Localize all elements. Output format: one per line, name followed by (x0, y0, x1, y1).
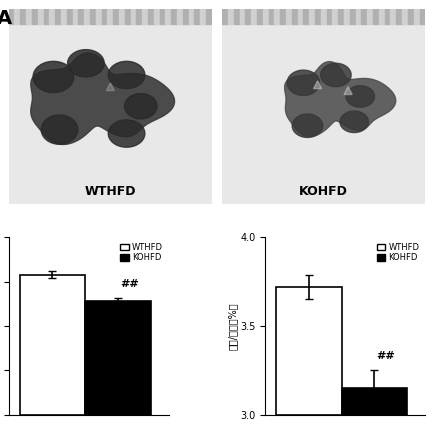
Bar (9, 9, 14, 24)
Bar (38, 9, 43, 24)
Bar (332, 9, 338, 24)
Bar (408, 9, 414, 24)
Bar (201, 9, 206, 24)
Bar (79, 9, 84, 24)
Bar (194, 9, 201, 24)
Bar (55, 9, 61, 24)
Bar (189, 9, 194, 24)
Polygon shape (313, 81, 322, 89)
Bar (245, 9, 251, 24)
Bar (84, 9, 90, 24)
Bar (228, 9, 233, 24)
Polygon shape (106, 83, 115, 91)
Bar (96, 9, 102, 24)
Bar (102, 9, 107, 24)
Polygon shape (31, 53, 174, 144)
Bar (292, 9, 298, 24)
Polygon shape (108, 120, 145, 147)
Bar (362, 9, 367, 24)
Bar (171, 9, 177, 24)
Bar (206, 9, 212, 24)
Bar (113, 9, 119, 24)
Legend: WTHFD, KOHFD: WTHFD, KOHFD (375, 241, 421, 264)
Bar (379, 9, 385, 24)
Bar (26, 9, 32, 24)
Polygon shape (285, 62, 396, 137)
Bar (142, 9, 148, 24)
Polygon shape (287, 70, 319, 95)
Bar (43, 9, 49, 24)
Bar (391, 9, 396, 24)
Bar (119, 9, 125, 24)
Bar (338, 9, 344, 24)
Bar (183, 9, 189, 24)
Bar (165, 9, 171, 24)
Bar (67, 9, 72, 24)
Y-axis label: 肝重/体重（%）: 肝重/体重（%） (227, 302, 237, 350)
Bar (177, 9, 183, 24)
Legend: WTHFD, KOHFD: WTHFD, KOHFD (119, 241, 165, 264)
Bar (402, 9, 408, 24)
Polygon shape (346, 86, 375, 107)
Bar (280, 9, 286, 24)
Bar (32, 9, 38, 24)
Polygon shape (68, 50, 104, 77)
Polygon shape (344, 87, 352, 95)
Bar (125, 9, 131, 24)
Bar (344, 9, 350, 24)
Polygon shape (125, 94, 157, 119)
Polygon shape (292, 114, 323, 137)
Polygon shape (33, 61, 74, 92)
Bar (396, 9, 402, 24)
Text: WTHFD: WTHFD (85, 185, 136, 198)
Bar (373, 9, 379, 24)
Bar (90, 9, 96, 24)
Bar (321, 9, 327, 24)
Bar (350, 9, 355, 24)
Bar (263, 9, 269, 24)
Bar (269, 9, 274, 24)
Bar (233, 9, 240, 24)
Bar (309, 9, 315, 24)
Bar (61, 9, 67, 24)
Bar (414, 9, 420, 24)
Bar (303, 9, 309, 24)
Text: KOHFD: KOHFD (299, 185, 348, 198)
Bar (274, 9, 280, 24)
Polygon shape (41, 115, 78, 144)
Bar (251, 9, 257, 24)
Text: A: A (0, 9, 12, 28)
Bar (14, 9, 20, 24)
Bar (367, 9, 373, 24)
Bar (160, 9, 165, 24)
Bar (420, 9, 425, 24)
Polygon shape (321, 63, 351, 87)
Bar (107, 9, 113, 24)
Bar (222, 9, 228, 24)
Bar (154, 9, 160, 24)
Polygon shape (340, 111, 368, 133)
Bar (20, 275, 85, 415)
Bar (72, 9, 79, 24)
Bar (355, 9, 362, 24)
Bar (298, 9, 303, 24)
Bar (327, 9, 332, 24)
Bar (385, 9, 391, 24)
Polygon shape (108, 61, 145, 89)
Bar (131, 9, 136, 24)
Bar (315, 9, 321, 24)
Bar (240, 9, 245, 24)
Bar (136, 9, 142, 24)
Bar (342, 388, 407, 415)
Bar (276, 287, 342, 415)
Bar (85, 301, 151, 415)
Text: ##: ## (377, 352, 395, 362)
Bar (286, 9, 292, 24)
Bar (20, 9, 26, 24)
Bar (257, 9, 263, 24)
Text: ##: ## (120, 279, 139, 289)
Bar (49, 9, 55, 24)
Bar (148, 9, 154, 24)
